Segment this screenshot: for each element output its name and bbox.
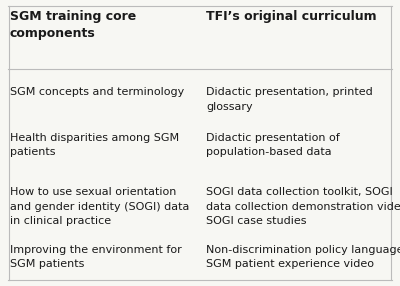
Text: SGM training core
components: SGM training core components (10, 10, 136, 39)
Text: SGM concepts and terminology: SGM concepts and terminology (10, 87, 184, 97)
Text: Health disparities among SGM
patients: Health disparities among SGM patients (10, 133, 179, 157)
Text: Improving the environment for
SGM patients: Improving the environment for SGM patien… (10, 245, 182, 269)
Text: TFI’s original curriculum: TFI’s original curriculum (206, 10, 377, 23)
Text: Didactic presentation of
population-based data: Didactic presentation of population-base… (206, 133, 340, 157)
Text: How to use sexual orientation
and gender identity (SOGI) data
in clinical practi: How to use sexual orientation and gender… (10, 187, 189, 226)
Text: Non-discrimination policy language,
SGM patient experience video: Non-discrimination policy language, SGM … (206, 245, 400, 269)
Text: Didactic presentation, printed
glossary: Didactic presentation, printed glossary (206, 87, 373, 112)
Text: SOGI data collection toolkit, SOGI
data collection demonstration videos,
SOGI ca: SOGI data collection toolkit, SOGI data … (206, 187, 400, 226)
